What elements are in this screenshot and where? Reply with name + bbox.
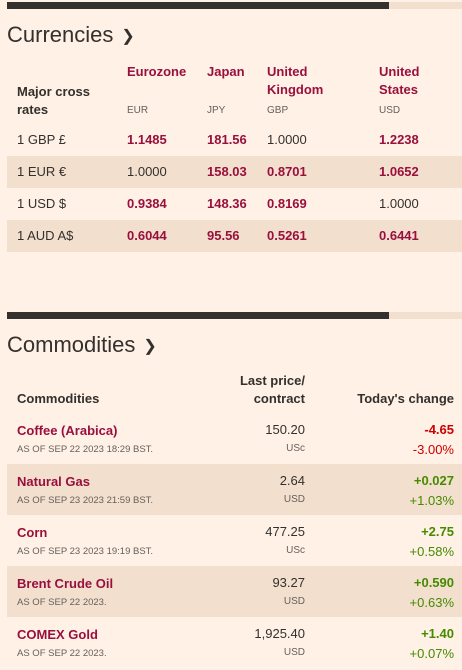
row-label: 1 USD $ (17, 196, 67, 211)
rate-value: 158.03 (207, 164, 247, 179)
todays-change-header: Today's change (357, 391, 454, 406)
price-unit: USc (286, 545, 305, 556)
rate-value: 0.8169 (267, 196, 307, 211)
list-item: Brent Crude Oil AS OF SEP 22 2023. 93.27… (7, 566, 462, 617)
section-divider-bar (7, 312, 389, 319)
change-value: -4.65 (424, 422, 454, 437)
column-code-eur: EUR (127, 105, 149, 116)
last-price-header-line2: contract (253, 391, 305, 406)
column-code-jpy: JPY (207, 105, 226, 116)
section-divider-bar-light (389, 312, 462, 319)
change-value: +0.027 (413, 473, 454, 488)
table-row: 1 AUD A$ 0.6044 95.56 0.5261 0.6441 (7, 220, 462, 252)
change-percent: -3.00% (412, 442, 454, 457)
rate-value: 1.0000 (127, 164, 167, 179)
currencies-title: Currencies (7, 22, 114, 47)
as-of-date: AS OF SEP 22 2023. (17, 648, 107, 659)
list-item: Corn AS OF SEP 23 2023 19:19 BST. 477.25… (7, 515, 462, 566)
change-value: +1.40 (421, 626, 454, 641)
as-of-date: AS OF SEP 22 2023 18:29 BST. (17, 444, 154, 455)
last-price-header: Last price/ contract (240, 372, 305, 408)
rate-value: 148.36 (207, 196, 247, 211)
rate-value: 1.2238 (379, 132, 419, 147)
commodity-name-link[interactable]: Brent Crude Oil (17, 576, 114, 591)
row-label: 1 AUD A$ (17, 228, 74, 243)
last-price: 93.27 (272, 575, 305, 590)
rate-value: 1.0652 (379, 164, 419, 179)
rate-value: 0.6441 (379, 228, 419, 243)
change-percent: +1.03% (409, 493, 454, 508)
price-unit: USD (283, 596, 305, 607)
chevron-right-icon: ❯ (121, 28, 135, 45)
section-divider-bar (7, 2, 389, 9)
rate-value: 0.5261 (267, 228, 307, 243)
rate-value: 1.0000 (267, 132, 307, 147)
price-unit: USD (283, 494, 305, 505)
section-divider-bar-light (389, 2, 462, 9)
column-header-eurozone: Eurozone (127, 64, 187, 79)
commodity-name-link[interactable]: Coffee (Arabica) (17, 423, 118, 438)
last-price: 477.25 (265, 524, 305, 539)
change-value: +2.75 (421, 524, 454, 539)
as-of-date: AS OF SEP 23 2023 21:59 BST. (17, 495, 154, 506)
column-code-usd: USD (379, 105, 401, 116)
chevron-right-icon: ❯ (143, 338, 157, 355)
change-percent: +0.58% (409, 544, 454, 559)
commodities-title: Commodities (7, 332, 136, 357)
as-of-date: AS OF SEP 22 2023. (17, 597, 107, 608)
column-code-gbp: GBP (267, 105, 289, 116)
rate-value: 0.8701 (267, 164, 307, 179)
column-header-united-kingdom: United Kingdom (267, 64, 324, 97)
last-price: 1,925.40 (254, 626, 305, 641)
as-of-date: AS OF SEP 23 2023 19:19 BST. (17, 546, 154, 557)
table-row: 1 GBP £ 1.1485 181.56 1.0000 1.2238 (7, 124, 462, 156)
last-price: 2.64 (279, 473, 305, 488)
rate-value: 1.0000 (379, 196, 419, 211)
major-cross-rates-header: Major cross rates (17, 84, 90, 117)
change-percent: +0.63% (409, 595, 454, 610)
rate-value: 0.9384 (127, 196, 167, 211)
price-unit: USD (283, 647, 305, 658)
column-header-japan: Japan (207, 64, 245, 79)
commodity-name-link[interactable]: COMEX Gold (17, 627, 98, 642)
price-unit: USc (286, 443, 305, 454)
last-price-header-line1: Last price/ (239, 373, 305, 388)
rate-value: 0.6044 (127, 228, 167, 243)
commodity-name-link[interactable]: Corn (17, 525, 48, 540)
column-header-united-states: United States (379, 64, 420, 97)
change-value: +0.590 (413, 575, 454, 590)
change-percent: +0.07% (409, 646, 454, 661)
currencies-title-link[interactable]: Currencies ❯ (7, 22, 135, 48)
rate-value: 95.56 (207, 228, 240, 243)
table-row: 1 USD $ 0.9384 148.36 0.8169 1.0000 (7, 188, 462, 220)
list-item: COMEX Gold AS OF SEP 22 2023. 1,925.40 U… (7, 617, 462, 668)
last-price: 150.20 (265, 422, 305, 437)
commodities-column-header: Commodities (17, 391, 100, 406)
table-row: 1 EUR € 1.0000 158.03 0.8701 1.0652 (7, 156, 462, 188)
list-item: Coffee (Arabica) AS OF SEP 22 2023 18:29… (7, 413, 462, 464)
rate-value: 1.1485 (127, 132, 167, 147)
row-label: 1 GBP £ (17, 132, 66, 147)
commodity-name-link[interactable]: Natural Gas (17, 474, 90, 489)
row-label: 1 EUR € (17, 164, 67, 179)
rate-value: 181.56 (207, 132, 247, 147)
commodities-title-link[interactable]: Commodities ❯ (7, 332, 157, 358)
list-item: Natural Gas AS OF SEP 23 2023 21:59 BST.… (7, 464, 462, 515)
